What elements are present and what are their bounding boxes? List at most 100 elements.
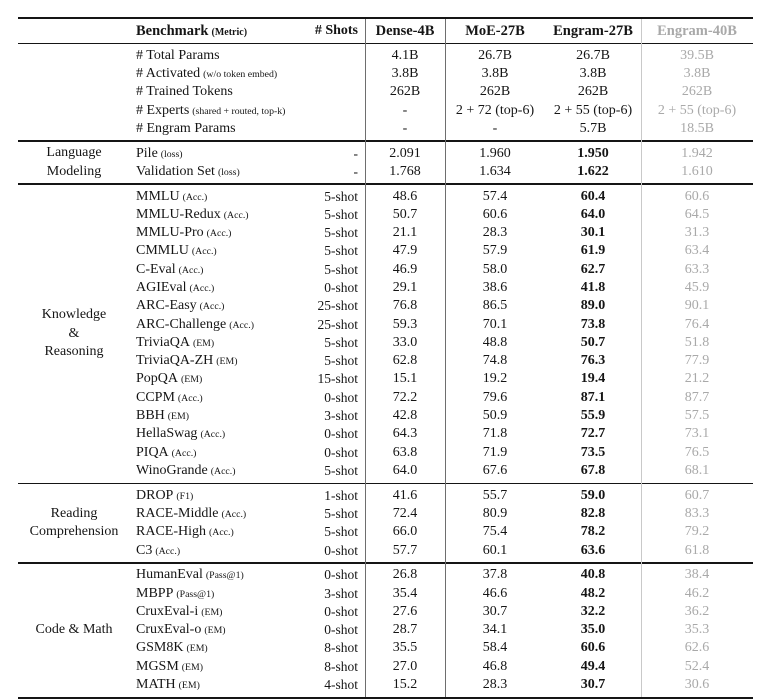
shots-value: 5-shot xyxy=(324,261,358,277)
benchmark-name: MMLU xyxy=(136,188,180,204)
score-cell: 58.4 xyxy=(482,640,508,656)
benchmark-cell: # Trained Tokens xyxy=(130,84,310,100)
score-cell: - xyxy=(402,102,408,118)
table-row: TriviaQA (EM) 5-shot 33.0 48.8 50.7 51.8 xyxy=(18,334,753,352)
shots-value: 5-shot xyxy=(324,206,358,222)
benchmark-name: C-Eval xyxy=(136,261,176,277)
benchmark-cell: RACE-High (Acc.) xyxy=(130,524,310,540)
score-cell: 60.1 xyxy=(482,542,508,558)
column-rule-shots-dense xyxy=(365,19,366,697)
score-cell: 62.6 xyxy=(684,640,710,656)
benchmark-name: MATH xyxy=(136,677,176,692)
benchmark-name: CCPM xyxy=(136,389,175,405)
header-divider xyxy=(18,43,753,44)
score-cell: 72.2 xyxy=(392,389,418,405)
score-cell: 71.9 xyxy=(482,444,508,460)
metric-header-label: (Metric) xyxy=(211,26,248,38)
table-row: # Experts (shared + routed, top-k) - 2 + 72… xyxy=(18,101,753,119)
benchmark-cell: # Total Params xyxy=(130,48,310,64)
metric-label: (Pass@1) xyxy=(205,570,244,582)
score-cell: 79.6 xyxy=(482,389,508,405)
score-cell: 76.8 xyxy=(392,298,418,314)
score-cell: 30.7 xyxy=(482,603,508,619)
shots-value: 0-shot xyxy=(324,389,358,405)
score-cell: 1.622 xyxy=(577,163,609,179)
shots-value: 5-shot xyxy=(324,188,358,204)
table-row: # Total Params 4.1B 26.7B 26.7B 39.5B xyxy=(18,47,753,65)
table-row: # Activated (w/o token embed) 3.8B 3.8B 3.8B… xyxy=(18,65,753,83)
benchmark-cell: WinoGrande (Acc.) xyxy=(130,463,310,479)
top-rule xyxy=(18,17,753,19)
benchmark-cell: ARC-Challenge (Acc.) xyxy=(130,317,310,333)
metric-label: (Acc.) xyxy=(209,527,234,539)
table-sections: # Total Params 4.1B 26.7B 26.7B 39.5B # Activ… xyxy=(18,44,753,697)
benchmark-name: MGSM xyxy=(136,658,179,674)
table-row: # Trained Tokens 262B 262B 262B 262B xyxy=(18,83,753,101)
table-row: AGIEval (Acc.) 0-shot 29.1 38.6 41.8 45.9 xyxy=(18,279,753,297)
shots-value: 4-shot xyxy=(324,677,358,692)
score-cell: 60.7 xyxy=(684,487,710,503)
score-cell: 4.1B xyxy=(391,47,419,63)
score-cell: 3.8B xyxy=(481,65,509,81)
table-row: WinoGrande (Acc.) 5-shot 64.0 67.6 67.8 68.1 xyxy=(18,462,753,480)
shots-value: 5-shot xyxy=(324,462,358,478)
metric-label: (EM) xyxy=(167,411,190,423)
score-cell: 48.6 xyxy=(392,188,418,204)
score-cell: 35.5 xyxy=(392,640,418,656)
benchmark-name: ARC-Challenge xyxy=(136,316,227,332)
score-cell: 63.4 xyxy=(684,243,710,259)
benchmark-cell: CCPM (Acc.) xyxy=(130,390,310,406)
score-cell: 76.5 xyxy=(684,444,710,460)
score-cell: 2.091 xyxy=(389,145,421,161)
score-cell: 63.8 xyxy=(392,444,418,460)
benchmark-name: CMMLU xyxy=(136,243,189,259)
metric-label: (shared + routed, top-k) xyxy=(192,105,286,117)
table-row: ARC-Easy (Acc.) 25-shot 76.8 86.5 89.0 90.1 xyxy=(18,297,753,315)
table-section: # Total Params 4.1B 26.7B 26.7B 39.5B # Activ… xyxy=(18,44,753,140)
benchmark-cell: AGIEval (Acc.) xyxy=(130,280,310,296)
table-row: BBH (EM) 3-shot 42.8 50.9 55.9 57.5 xyxy=(18,407,753,425)
score-cell: 1.610 xyxy=(681,163,713,179)
table-row: ARC-Challenge (Acc.) 25-shot 59.3 70.1 73.8 76… xyxy=(18,315,753,333)
score-cell: 57.5 xyxy=(684,408,710,424)
score-cell: 67.8 xyxy=(580,462,606,478)
benchmark-name: BBH xyxy=(136,408,165,424)
benchmark-header-label: Benchmark xyxy=(136,22,209,39)
benchmark-name: HumanEval xyxy=(136,567,203,583)
table-row: CruxEval-o (EM) 0-shot 28.7 34.1 35.0 35.3 xyxy=(18,621,753,639)
score-cell: 60.4 xyxy=(580,188,606,204)
category-line: Code & Math xyxy=(35,622,113,638)
benchmark-table: Benchmark (Metric) # Shots Dense-4B MoE-2… xyxy=(18,17,753,699)
category-label: Code & Math xyxy=(18,564,130,697)
score-cell: 15.1 xyxy=(392,371,418,387)
score-cell: 41.8 xyxy=(580,279,606,295)
score-cell: 45.9 xyxy=(684,279,710,295)
model-header-engram-40b: Engram-40B xyxy=(657,22,737,39)
metric-label: (Acc.) xyxy=(191,246,217,258)
benchmark-cell: # Activated (w/o token embed) xyxy=(130,66,310,82)
section-divider xyxy=(18,482,753,484)
score-cell: 19.2 xyxy=(482,371,508,387)
score-cell: 28.3 xyxy=(482,225,508,241)
score-cell: 63.6 xyxy=(580,542,606,558)
score-cell: 262B xyxy=(681,84,713,100)
score-cell: 18.5B xyxy=(680,120,714,136)
shots-value: 5-shot xyxy=(324,505,358,521)
category-line: Modeling xyxy=(46,163,102,179)
benchmark-cell: HellaSwag (Acc.) xyxy=(130,426,310,442)
benchmark-name: MMLU-Pro xyxy=(136,225,204,241)
benchmark-cell: # Engram Params xyxy=(130,121,310,137)
table-section: Code & Math HumanEval (Pass@1) 0-shot 26.8 37… xyxy=(18,564,753,697)
benchmark-cell: CMMLU (Acc.) xyxy=(130,243,310,259)
shots-value: 25-shot xyxy=(317,316,359,332)
score-cell: 47.9 xyxy=(392,243,418,259)
benchmark-name: PIQA xyxy=(136,444,169,460)
table-row: HellaSwag (Acc.) 0-shot 64.3 71.8 72.7 73.1 xyxy=(18,425,753,443)
score-cell: 49.4 xyxy=(580,658,606,674)
benchmark-cell: Validation Set (loss) xyxy=(130,164,310,180)
score-cell: 78.2 xyxy=(580,524,606,540)
score-cell: 2 + 55 (top-6) xyxy=(657,102,737,118)
category-label: Reading Comprehension xyxy=(18,484,130,562)
score-cell: 35.0 xyxy=(580,622,606,638)
benchmark-name: ARC-Easy xyxy=(136,298,197,314)
